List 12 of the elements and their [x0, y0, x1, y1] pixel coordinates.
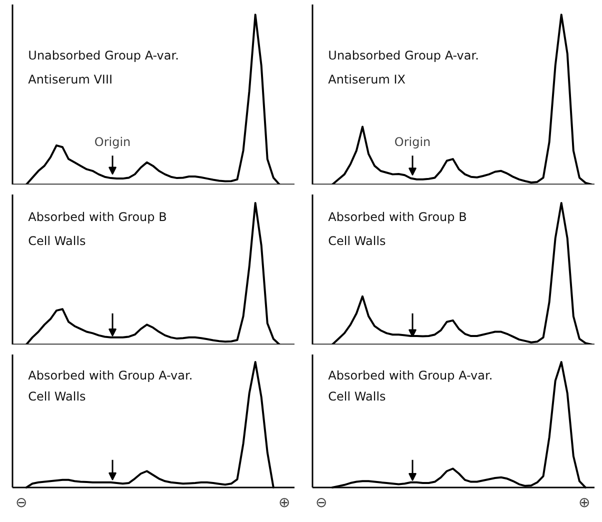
text: ⊖ — [316, 494, 328, 511]
text: ⊕ — [278, 494, 290, 511]
text: Absorbed with Group A-var. Cell Walls — [28, 368, 193, 404]
text: Absorbed with Group B Cell Walls — [328, 210, 467, 248]
text: Unabsorbed Group A-var. Antiserum VIII — [28, 48, 179, 86]
text: Absorbed with Group B Cell Walls — [28, 210, 167, 248]
text: Unabsorbed Group A-var. Antiserum IX — [328, 48, 479, 86]
annotation: Origin — [94, 134, 131, 149]
text: ⊕ — [578, 494, 590, 511]
text: Absorbed with Group A-var. Cell Walls — [328, 368, 493, 404]
annotation: Origin — [394, 134, 431, 149]
text: ⊖ — [16, 494, 28, 511]
